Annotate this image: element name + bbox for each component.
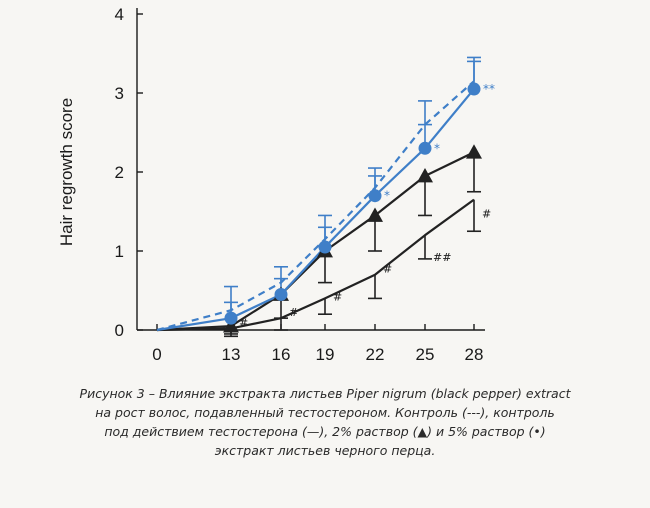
- control-significance-mark: #: [289, 306, 298, 319]
- extract-significance-mark: *: [384, 189, 390, 203]
- circle-marker: [318, 240, 332, 254]
- error-bars: [224, 56, 481, 338]
- circle-marker: [224, 311, 238, 325]
- circle-marker: [368, 189, 382, 203]
- figure-caption: Рисунок 3 – Влияние экстракта листьев Pi…: [40, 384, 610, 460]
- x-tick-label: 0: [152, 345, 161, 364]
- significance-marks: #######****: [239, 82, 495, 329]
- triangle-marker: [223, 318, 239, 333]
- x-tick-label: 22: [366, 345, 385, 364]
- y-tick-label: 3: [115, 84, 124, 103]
- series-lines: [156, 80, 475, 332]
- y-tick-label: 2: [115, 163, 124, 182]
- control-significance-mark: ##: [433, 251, 451, 264]
- y-tick-label: 4: [115, 5, 124, 24]
- control-significance-mark: #: [482, 207, 491, 220]
- circle-marker: [467, 82, 481, 96]
- caption-line-3: под действием тестостерона (—), 2% раств…: [104, 424, 546, 439]
- x-tick-label: 16: [272, 345, 291, 364]
- y-tick-label: 1: [115, 242, 124, 261]
- chart-area: 0 1 2 3 4 0 13 16 19 22 25 28 # # # # ## # * * ** Hair regr…: [57, 5, 495, 364]
- x-tick-label: 13: [222, 345, 241, 364]
- caption-line-1: Рисунок 3 – Влияние экстракта листьев Pi…: [79, 386, 571, 401]
- x-tick-label: 28: [465, 345, 484, 364]
- control-significance-mark: #: [383, 263, 392, 276]
- extract-significance-mark: **: [483, 82, 495, 96]
- y-axis-title: Hair regrowth score: [57, 98, 76, 246]
- x-tick-label: 19: [316, 345, 335, 364]
- circle-marker: [274, 287, 288, 301]
- triangle-marker: [367, 207, 383, 222]
- series-line-2: [156, 198, 475, 332]
- triangle-marker: [417, 167, 433, 183]
- caption-line-4: экстракт листьев черного перца.: [214, 443, 436, 458]
- y-tick-label: 0: [115, 321, 124, 340]
- control-significance-mark: #: [239, 316, 248, 329]
- x-tick-label: 25: [416, 345, 435, 364]
- extract-significance-mark: *: [434, 141, 440, 155]
- triangle-marker: [466, 144, 482, 159]
- series-markers: [223, 82, 482, 333]
- control-significance-mark: #: [333, 290, 342, 303]
- caption-line-2: на рост волос, подавленный тестостероном…: [95, 405, 555, 420]
- circle-marker: [418, 141, 432, 155]
- axes: [136, 8, 485, 331]
- tick-labels: 0 1 2 3 4 0 13 16 19 22 25 28: [115, 5, 484, 364]
- series-line-1: [156, 80, 475, 332]
